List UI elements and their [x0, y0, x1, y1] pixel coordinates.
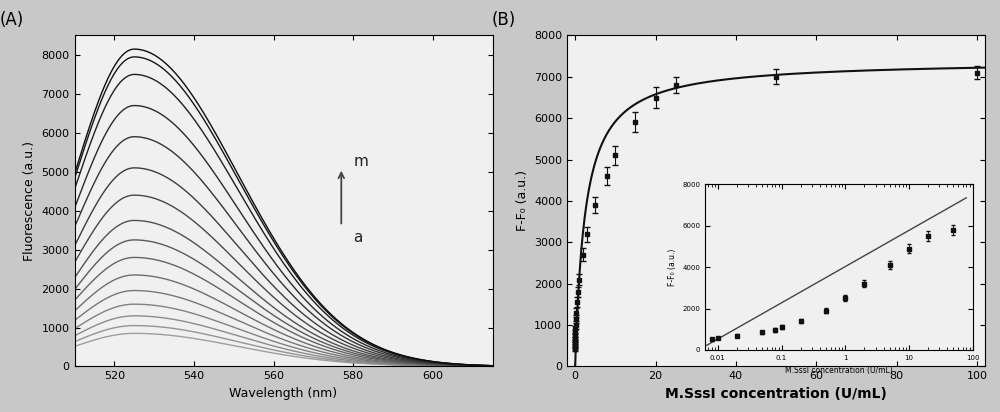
Text: (A): (A) [0, 11, 24, 29]
Text: a: a [353, 230, 363, 245]
Y-axis label: F-F₀ (a.u.): F-F₀ (a.u.) [516, 171, 529, 232]
Text: m: m [353, 154, 368, 169]
X-axis label: M.SssI concentration (U/mL): M.SssI concentration (U/mL) [665, 387, 887, 401]
X-axis label: Wavelength (nm): Wavelength (nm) [229, 387, 338, 400]
Text: (B): (B) [492, 11, 516, 29]
Y-axis label: Fluorescence (a.u.): Fluorescence (a.u.) [23, 141, 36, 261]
